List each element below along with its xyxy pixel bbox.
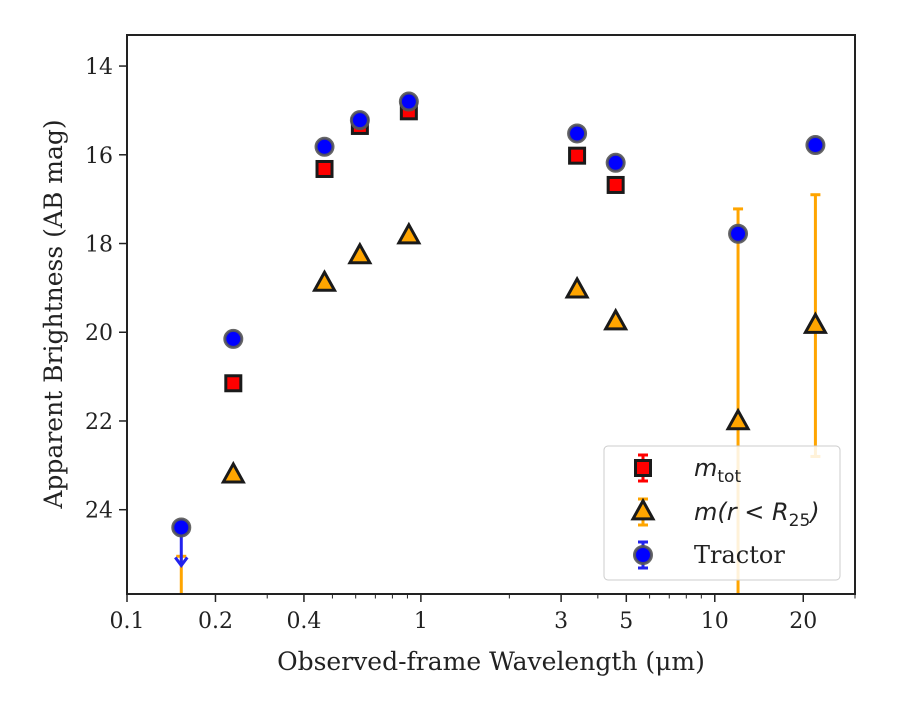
triangle-point — [311, 269, 338, 292]
y-tick-label: 18 — [85, 233, 113, 258]
triangle-point — [396, 221, 422, 245]
legend-square-marker — [634, 459, 652, 477]
legend-label: mtot — [694, 454, 741, 487]
circle-point — [223, 328, 244, 349]
legend-label: Tractor — [694, 541, 785, 569]
legend-box — [603, 445, 841, 581]
triangle-point — [220, 460, 246, 484]
y-axis: 14 16 18 20 22 24 — [85, 55, 127, 524]
legend-circle-marker — [633, 545, 653, 565]
square-point — [315, 159, 334, 178]
square-point — [568, 146, 587, 165]
y-tick-label: 22 — [85, 410, 113, 435]
circle-point — [728, 223, 749, 244]
upper-limit-arrowhead — [174, 556, 189, 568]
x-tick-label: 0.1 — [110, 609, 145, 634]
series-m-tot — [224, 102, 625, 393]
square-point — [606, 175, 625, 194]
x-tick-label: 3 — [554, 609, 568, 634]
triangle-point — [347, 241, 373, 265]
legend: mtot m(r < R25) Tractor — [603, 445, 841, 581]
y-tick-label: 14 — [85, 55, 113, 80]
y-tick-label: 24 — [85, 499, 113, 524]
legend-label: m(r < R25) — [694, 498, 820, 531]
x-tick-label: 1 — [414, 609, 428, 634]
circle-point — [805, 135, 826, 156]
y-axis-title: Apparent Brightness (AB mag) — [39, 119, 68, 509]
triangle-point — [725, 407, 751, 431]
x-tick-label: 0.4 — [286, 609, 321, 634]
square-point — [224, 374, 243, 393]
series-m-r25 — [176, 193, 828, 594]
x-tick-label: 0.2 — [198, 609, 233, 634]
plot-frame — [126, 34, 856, 595]
x-axis: 0.1 0.2 0.4 1 3 5 10 20 — [110, 594, 856, 634]
triangle-point — [603, 307, 629, 331]
circle-point — [314, 136, 335, 157]
y-tick-label: 16 — [85, 144, 113, 169]
circle-point — [349, 110, 370, 131]
x-tick-label: 5 — [619, 609, 633, 634]
circle-point — [605, 152, 626, 173]
triangle-point — [564, 275, 590, 299]
circle-point — [171, 517, 192, 538]
series-tractor — [171, 91, 826, 568]
x-tick-label: 10 — [701, 609, 729, 634]
y-tick-label: 20 — [85, 321, 113, 346]
x-axis-title: Observed-frame Wavelength (μm) — [277, 647, 705, 676]
legend-triangle-marker — [630, 497, 656, 521]
triangle-point — [802, 311, 828, 334]
plot-content — [171, 91, 828, 594]
circle-point — [567, 123, 588, 144]
x-tick-label: 20 — [789, 609, 817, 634]
circle-point — [398, 91, 419, 112]
